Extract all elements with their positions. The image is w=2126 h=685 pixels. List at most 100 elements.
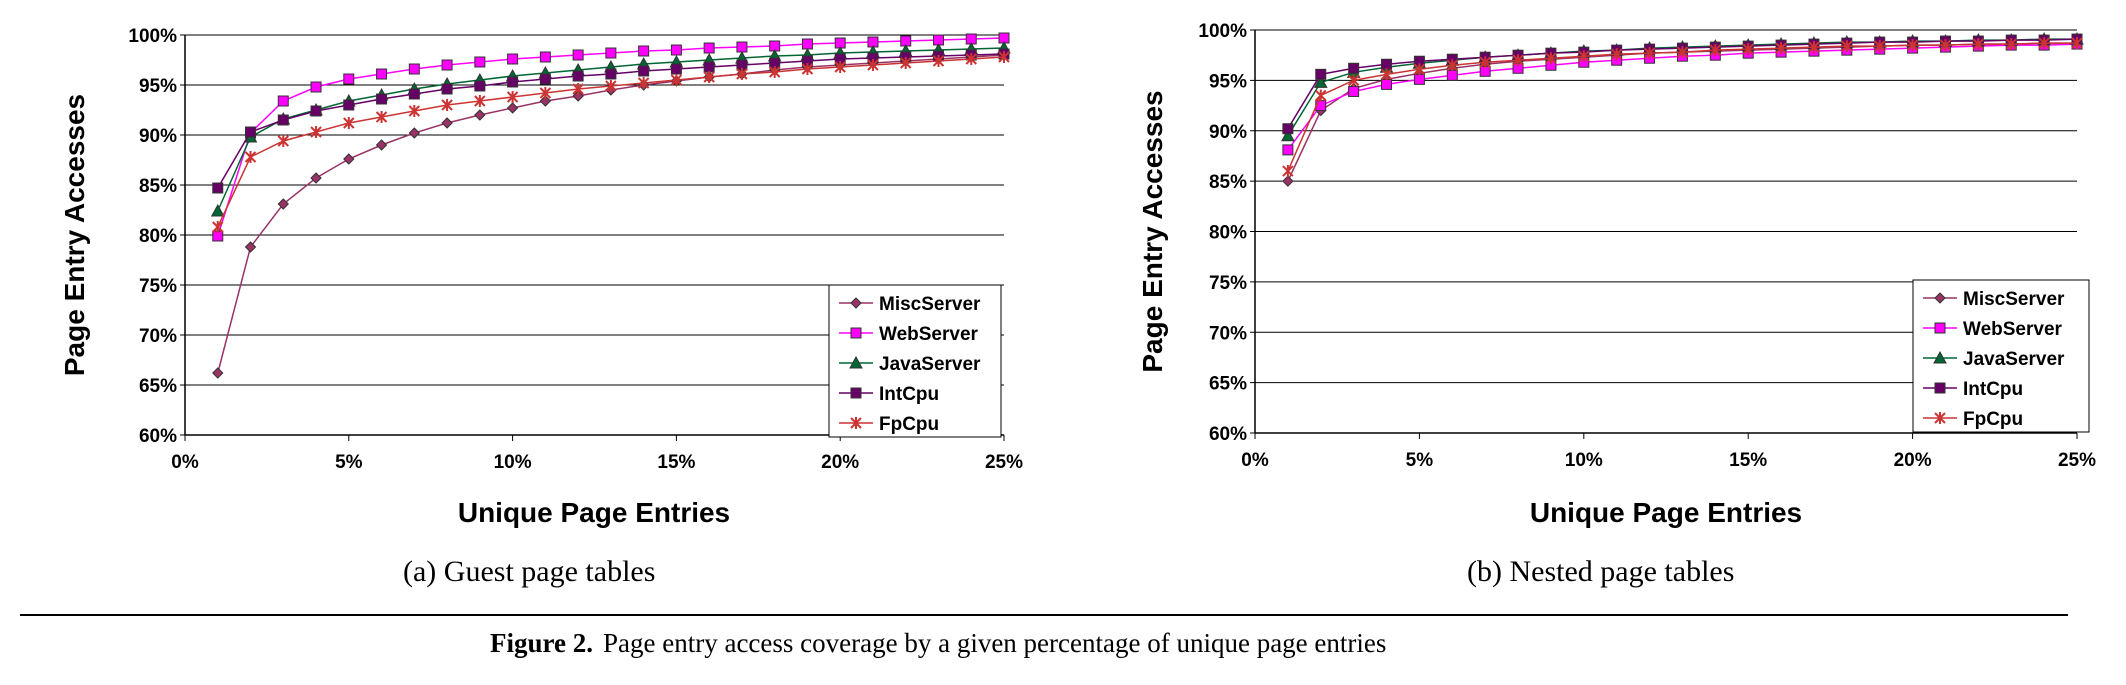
legend-marker-intcpu xyxy=(850,387,862,399)
data-point-fpcpu xyxy=(834,61,846,73)
y-tick-label: 70% xyxy=(1209,323,1247,344)
legend-marker-javaserver xyxy=(1933,350,1947,364)
data-point-miscserver xyxy=(572,90,584,102)
series-intcpu xyxy=(212,48,1010,194)
data-point-fpcpu xyxy=(277,135,289,147)
data-point-webserver xyxy=(670,44,682,56)
legend-label-fpcpu: FpCpu xyxy=(879,414,939,435)
y-tick-label: 85% xyxy=(139,176,177,197)
series-line-miscserver xyxy=(1287,42,2077,182)
data-point-fpcpu xyxy=(1545,52,1557,65)
data-point-webserver xyxy=(1282,144,1294,156)
data-point-miscserver xyxy=(539,95,552,107)
data-point-fpcpu xyxy=(1709,44,1722,57)
data-point-intcpu xyxy=(1348,62,1360,74)
legend-marker-fpcpu xyxy=(1934,412,1946,424)
data-point-fpcpu xyxy=(1315,89,1327,102)
x-tick-label: 5% xyxy=(1406,450,1434,471)
data-point-miscserver xyxy=(277,198,289,210)
y-tick-label: 100% xyxy=(1198,21,1247,42)
data-point-fpcpu xyxy=(474,95,486,107)
data-point-webserver xyxy=(1413,73,1425,85)
data-point-fpcpu xyxy=(310,126,322,138)
data-point-fpcpu xyxy=(1578,50,1590,63)
data-point-miscserver xyxy=(408,127,421,139)
data-point-intcpu xyxy=(1381,58,1393,70)
x-tick-label: 10% xyxy=(1565,450,1603,471)
x-tick-label: 5% xyxy=(335,452,363,473)
legend-label-javaserver: JavaServer xyxy=(879,354,981,375)
subcaption-b: (b) Nested page tables xyxy=(1467,555,1735,588)
y-tick-label: 90% xyxy=(1209,122,1247,143)
data-point-intcpu xyxy=(572,70,584,82)
data-point-fpcpu xyxy=(670,74,683,86)
data-point-fpcpu xyxy=(1413,63,1426,76)
data-point-webserver xyxy=(736,41,748,53)
data-point-intcpu xyxy=(343,99,355,111)
data-point-fpcpu xyxy=(1874,40,1886,53)
data-point-fpcpu xyxy=(1939,39,1952,52)
legend-label-webserver: WebServer xyxy=(1963,319,2063,340)
legend-label-miscserver: MiscServer xyxy=(1963,289,2065,310)
data-point-javaserver xyxy=(1313,75,1328,88)
y-tick-label: 95% xyxy=(1209,71,1247,92)
data-point-webserver xyxy=(572,49,584,61)
figure-number: Figure 2. xyxy=(490,628,593,658)
x-tick-label: 20% xyxy=(1894,450,1932,471)
data-point-fpcpu xyxy=(867,59,879,71)
data-point-miscserver xyxy=(244,241,257,253)
data-point-webserver xyxy=(310,81,322,93)
data-point-fpcpu xyxy=(768,66,781,78)
y-axis-title: Page Entry Accesses xyxy=(1137,90,1168,372)
data-point-fpcpu xyxy=(1446,59,1458,72)
data-point-webserver xyxy=(507,53,519,65)
legend: MiscServer WebServer JavaServer IntCpu FpCpu xyxy=(1912,279,2090,433)
data-point-intcpu xyxy=(703,61,715,73)
data-point-intcpu xyxy=(670,63,682,75)
data-point-fpcpu xyxy=(1347,74,1360,87)
x-tick-label: 10% xyxy=(494,452,532,473)
legend-label-intcpu: IntCpu xyxy=(1963,379,2023,400)
y-tick-label: 75% xyxy=(1209,273,1247,294)
data-point-fpcpu xyxy=(539,87,552,99)
data-point-fpcpu xyxy=(506,91,519,103)
y-tick-label: 80% xyxy=(1209,223,1247,244)
data-point-intcpu xyxy=(441,83,453,95)
data-point-intcpu xyxy=(605,68,617,80)
data-point-intcpu xyxy=(277,114,289,126)
data-point-webserver xyxy=(605,47,617,59)
data-point-miscserver xyxy=(212,367,224,379)
data-point-intcpu xyxy=(1315,68,1327,80)
x-tick-label: 15% xyxy=(657,452,695,473)
data-point-javaserver xyxy=(210,203,225,217)
data-point-fpcpu xyxy=(1282,165,1294,178)
data-point-fpcpu xyxy=(244,151,257,163)
x-tick-label: 20% xyxy=(821,452,859,473)
legend-marker-webserver xyxy=(1934,322,1946,334)
y-tick-label: 80% xyxy=(139,226,177,247)
data-point-fpcpu xyxy=(900,57,912,69)
y-tick-label: 100% xyxy=(128,26,177,47)
legend-marker-fpcpu xyxy=(850,417,862,429)
legend-marker-intcpu xyxy=(1934,382,1946,394)
legend-marker-miscserver xyxy=(1934,292,1946,304)
data-point-webserver xyxy=(801,38,813,50)
data-point-intcpu xyxy=(539,73,551,85)
chart-guest-page-tables: 60% 65% 70% 75% 80% 85% 90% 95% 100% 0% 5% 10% 15% 20… xyxy=(59,26,1023,528)
data-point-miscserver xyxy=(375,139,388,151)
x-tick-label: 0% xyxy=(171,452,199,473)
data-point-miscserver xyxy=(474,109,486,121)
data-point-intcpu xyxy=(507,76,519,88)
legend-label-webserver: WebServer xyxy=(879,324,979,345)
series-javaserver xyxy=(210,40,1011,217)
y-tick-label: 60% xyxy=(139,426,177,447)
legend-marker-javaserver xyxy=(849,355,863,369)
data-point-webserver xyxy=(408,63,420,75)
data-point-fpcpu xyxy=(441,99,453,111)
data-point-fpcpu xyxy=(1775,42,1787,55)
data-point-webserver xyxy=(474,56,486,68)
data-point-fpcpu xyxy=(1610,48,1623,61)
chart-nested-page-tables: 60% 65% 70% 75% 80% 85% 90% 95% 100% 0% 5% 10% 15% 20… xyxy=(1137,21,2096,528)
data-point-fpcpu xyxy=(965,53,977,65)
y-tick-label: 65% xyxy=(139,376,177,397)
